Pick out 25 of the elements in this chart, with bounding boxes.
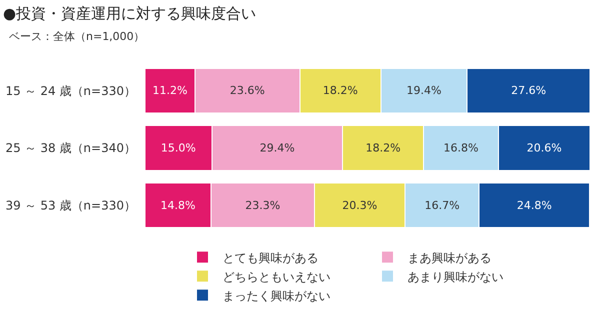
chart-title: ●投資・資産運用に対する興味度合い [3,4,256,22]
chart-subtitle: ベース：全体（n=1,000） [9,30,145,43]
y-tick-label: 39 ～ 53 歳（n=330） [5,198,136,213]
legend-label: まあ興味がある [408,250,492,265]
data-label: 16.7% [424,198,460,212]
data-label: 18.2% [366,142,401,154]
data-label: 14.8% [160,198,196,212]
data-label: 27.6% [511,84,546,98]
legend-label: とても興味がある [222,250,318,265]
data-label: 16.8% [443,142,478,154]
legend-label: まったく興味がない [222,288,330,303]
data-label: 24.8% [516,198,552,212]
data-label: 20.3% [342,198,378,212]
y-tick-label: 15 ～ 24 歳（n=330） [5,84,136,98]
legend-label: あまり興味がない [408,270,504,284]
data-label: 11.2% [152,84,188,98]
data-label: 20.6% [526,142,562,154]
data-label: 18.2% [322,84,358,98]
y-tick-label: 25 ～ 38 歳（n=340） [5,141,136,156]
data-label: 19.4% [406,84,442,98]
data-label: 23.6% [230,84,265,98]
data-label: 15.0% [160,142,196,154]
data-label: 29.4% [260,142,295,154]
data-label: 23.3% [245,198,280,212]
legend-label: どちらともいえない [222,270,330,284]
